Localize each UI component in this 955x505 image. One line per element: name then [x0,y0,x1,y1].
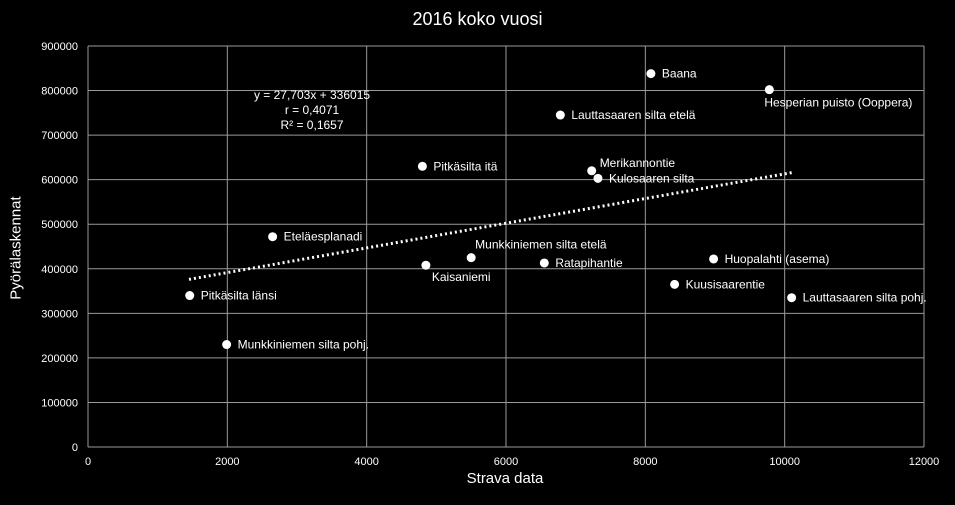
data-point [421,260,431,270]
point-label: Baana [662,67,697,81]
y-tick-label: 200000 [41,353,78,365]
point-label: Munkkiniemen silta etelä [475,238,607,252]
x-tick-label: 12000 [909,456,940,468]
data-point [670,279,680,289]
data-point [222,340,232,350]
y-tick-label: 0 [72,442,78,454]
point-label: Pitkäsilta länsi [201,289,277,303]
y-tick-label: 900000 [41,41,78,53]
x-tick-label: 4000 [354,456,378,468]
data-point [587,166,597,176]
data-point [417,161,427,171]
trendline [188,171,792,281]
y-tick-label: 400000 [41,264,78,276]
data-point [555,110,565,120]
x-axis-label: Strava data [466,470,544,487]
point-label: Eteläesplanadi [284,230,363,244]
data-point [593,173,603,183]
trendline-equation: y = 27,703x + 336015 [253,88,371,102]
point-label: Kulosaaren silta [609,171,695,185]
y-axis-label: Pyörälaskennat [7,196,25,300]
point-label: Huopalahti (asema) [725,252,830,266]
x-tick-label: 8000 [633,456,657,468]
y-tick-label: 100000 [41,397,78,409]
data-point [466,253,476,263]
trendline-equation-box: y = 27,703x + 336015 r = 0,4071 R² = 0,1… [212,88,412,133]
y-tick-label: 500000 [41,219,78,231]
data-point [268,232,278,242]
x-tick-label: 6000 [494,456,518,468]
y-tick-label: 700000 [41,130,78,142]
point-label: Merikannontie [600,156,676,170]
point-label: Lauttasaaren silta etelä [571,108,695,122]
data-point [709,254,719,264]
data-point [185,291,195,301]
data-point [539,258,549,268]
point-label: Hesperian puisto (Ooppera) [764,96,912,110]
point-label: Pitkäsilta itä [433,159,497,173]
trendline-r2: R² = 0,1657 [280,118,344,132]
data-point [787,293,797,303]
point-label: Lauttasaaren silta pohj. [803,291,927,305]
chart-title: 2016 koko vuosi [412,9,543,29]
point-label: Ratapihantie [555,256,623,270]
trendline-r: r = 0,4071 [284,103,340,117]
point-label: Kuusisaarentie [686,277,766,291]
data-point [646,69,656,79]
y-tick-label: 800000 [41,86,78,98]
x-tick-label: 0 [85,456,91,468]
y-tick-label: 600000 [41,175,78,187]
point-label: Kaisaniemi [432,270,491,284]
x-tick-label: 10000 [769,456,800,468]
point-label: Munkkiniemen silta pohj. [238,338,369,352]
y-tick-label: 300000 [41,308,78,320]
data-point [764,85,774,95]
x-tick-label: 2000 [215,456,239,468]
